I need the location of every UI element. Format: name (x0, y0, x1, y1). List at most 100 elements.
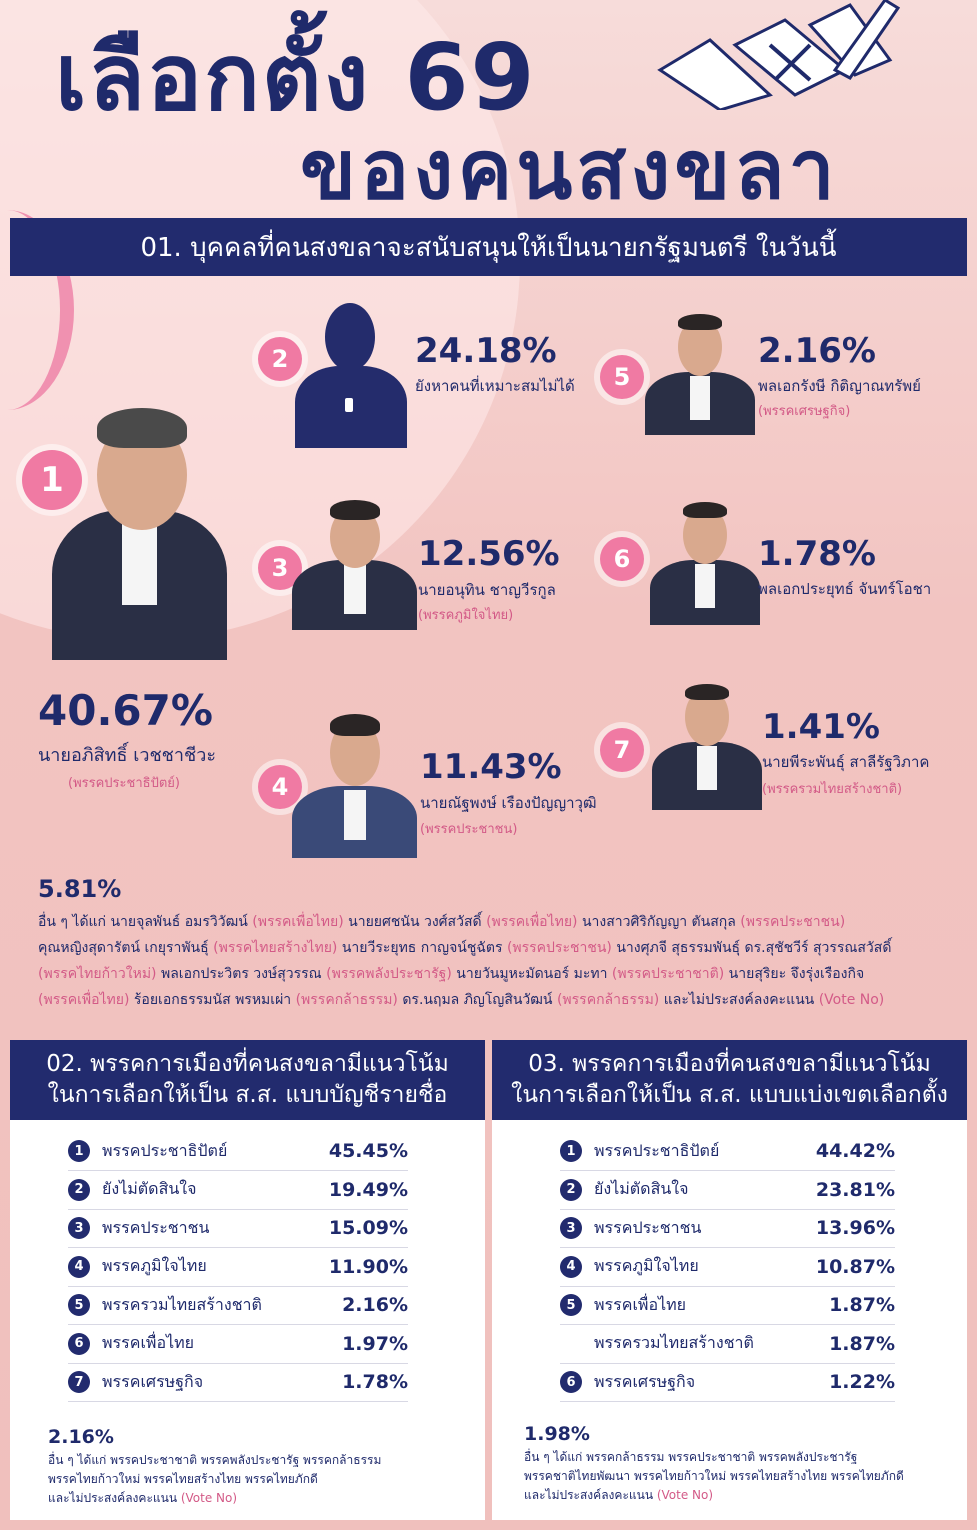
party-percent: 1.78% (342, 1371, 408, 1393)
party-label: พรรคประชาชน (594, 1217, 702, 1237)
candidate-1-name: นายอภิสิทธิ์ เวชชาชีวะ (38, 745, 216, 766)
candidate-5-party: (พรรคเศรษฐกิจ) (758, 404, 851, 419)
party-label: พรรคประชาชน (102, 1217, 210, 1237)
rank-number-badge: 1 (68, 1140, 90, 1162)
section2-heading-line1: 02. พรรคการเมืองที่คนสงขลามีแนวโน้ม (46, 1050, 449, 1077)
others-name: ร้อยเอกธรรมนัส พรหมเผ่า (129, 992, 296, 1008)
list-item: 5 พรรคเพื่อไทย 1.87% (560, 1286, 895, 1325)
section3-others: 1.98% อื่น ๆ ได้แก่ พรรคกล้าธรรม พรรคประ… (524, 1425, 964, 1505)
rank-number-badge: 5 (68, 1294, 90, 1316)
others-line: (พรรคเพื่อไทย) ร้อยเอกธรรมนัส พรหมเผ่า (… (38, 987, 943, 1013)
others-name: นายยศชนัน วงศ์สวัสดิ์ (343, 914, 487, 930)
others-text: อื่น ๆ ได้แก่ นายจุลพันธ์ อมรวิวัฒน์ (พร… (38, 909, 943, 1013)
others-party: (พรรคประชาชน) (740, 914, 846, 930)
party-label: พรรคประชาธิปัตย์ (594, 1140, 720, 1160)
party-label: พรรคเพื่อไทย (594, 1294, 687, 1314)
candidate-4-percent: 11.43% (420, 747, 562, 787)
others-name: นายสุริยะ จึงรุ่งเรืองกิจ (724, 966, 865, 982)
others-name: นางสาวศิริกัญญา ตันสกุล (577, 914, 741, 930)
section3-heading: 03. พรรคการเมืองที่คนสงขลามีแนวโน้ม ในกา… (492, 1040, 967, 1120)
party-label: พรรคเศรษฐกิจ (594, 1371, 696, 1391)
party-label: ยังไม่ตัดสินใจ (102, 1179, 197, 1198)
section2-others-line3: และไม่ประสงค์ลงคะแนน (Vote No) (48, 1489, 478, 1508)
party-percent: 23.81% (815, 1178, 895, 1201)
list-item: 6 พรรคเพื่อไทย 1.97% (68, 1325, 408, 1364)
party-percent: 45.45% (328, 1140, 408, 1162)
others-name: ดร.นฤมล ภิญโญสินวัฒน์ (397, 992, 557, 1008)
rank-number-badge: 3 (68, 1217, 90, 1239)
candidate-1-photo (42, 390, 232, 660)
rank-number-badge: 6 (560, 1371, 582, 1393)
section3-others-line2: พรรคชาติไทยพัฒนา พรรคไทยก้าวใหม่ พรรคไทย… (524, 1469, 904, 1483)
section2-others: 2.16% อื่น ๆ ได้แก่ พรรคประชาชาติ พรรคพล… (48, 1428, 478, 1508)
party-label: ยังไม่ตัดสินใจ (594, 1179, 689, 1198)
rank-number-badge: 2 (68, 1178, 90, 1201)
party-label: พรรคประชาธิปัตย์ (102, 1140, 228, 1160)
party-percent: 19.49% (328, 1178, 408, 1201)
section2-panel: 02. พรรคการเมืองที่คนสงขลามีแนวโน้ม ในกา… (10, 1040, 485, 1520)
others-party: (Vote No) (818, 992, 885, 1008)
others-party: (พรรคเพื่อไทย) (486, 914, 578, 930)
others-name: นายวีระยุทธ กาญจน์ชูฉัตร (337, 940, 507, 956)
candidate-4-party: (พรรคประชาชน) (420, 822, 518, 837)
section2-heading-line2: ในการเลือกให้เป็น ส.ส. แบบบัญชีรายชื่อ (47, 1082, 448, 1108)
section3-others-line3: และไม่ประสงค์ลงคะแนน (Vote No) (524, 1486, 964, 1505)
candidate-6-percent: 1.78% (758, 534, 876, 574)
list-item: พรรครวมไทยสร้างชาติ 1.87% (560, 1325, 895, 1364)
candidate-2-silhouette (290, 298, 410, 448)
section2-others-line2: พรรคไทยก้าวใหม่ พรรคไทยสร้างไทย พรรคไทยภ… (48, 1472, 318, 1486)
others-name: นางศุภจี สุธรรมพันธุ์ ดร.สุชัชวีร์ สุวรร… (611, 940, 892, 956)
rank-number-badge: 2 (560, 1178, 582, 1201)
section2-vote-no: (Vote No) (180, 1491, 238, 1505)
rank-number-badge: 4 (560, 1255, 582, 1278)
others-name: พลเอกประวิตร วงษ์สุวรรณ (156, 966, 327, 982)
rank-number-badge: 3 (560, 1217, 582, 1239)
party-label: พรรครวมไทยสร้างชาติ (594, 1333, 754, 1352)
others-percent: 5.81% (38, 875, 122, 903)
section1-heading: 01. บุคคลที่คนสงขลาจะสนับสนุนให้เป็นนายก… (10, 218, 967, 276)
party-percent: 13.96% (815, 1217, 895, 1239)
section2-others-line3-text: และไม่ประสงค์ลงคะแนน (48, 1491, 181, 1505)
section2-others-percent: 2.16% (48, 1426, 114, 1448)
list-item: 2 ยังไม่ตัดสินใจ 19.49% (68, 1171, 408, 1210)
candidate-1-party: (พรรคประชาธิปัตย์) (68, 776, 180, 791)
others-name: คุณหญิงสุดารัตน์ เกยุราพันธุ์ (38, 940, 214, 956)
others-name: และไม่ประสงค์ลงคะแนน (659, 992, 819, 1008)
candidate-5-photo (645, 310, 755, 435)
party-percent: 1.22% (829, 1371, 895, 1393)
rank-number-badge: 6 (68, 1332, 90, 1355)
others-party: (พรรคไทยก้าวใหม่) (38, 966, 157, 982)
party-percent: 44.42% (815, 1140, 895, 1162)
candidate-3-name: นายอนุทิน ชาญวีรกูล (418, 581, 556, 599)
candidate-5-name: พลเอกรังษี กิติญาณทรัพย์ (758, 377, 921, 395)
title-line-2: ของคนสงขลา (300, 123, 839, 218)
list-item: 2 ยังไม่ตัดสินใจ 23.81% (560, 1171, 895, 1210)
rank-badge-7: 7 (600, 728, 644, 772)
list-item: 7 พรรคเศรษฐกิจ 1.78% (68, 1363, 408, 1402)
candidate-3-photo (292, 500, 417, 630)
rank-badge-5: 5 (600, 355, 644, 399)
section3-others-percent: 1.98% (524, 1423, 590, 1445)
section2-heading: 02. พรรคการเมืองที่คนสงขลามีแนวโน้ม ในกา… (10, 1040, 485, 1120)
section3-heading-line2: ในการเลือกให้เป็น ส.ส. แบบแบ่งเขตเลือกตั… (511, 1082, 948, 1108)
candidate-1-percent: 40.67% (38, 686, 213, 735)
candidate-7-percent: 1.41% (762, 707, 880, 747)
list-item: 3 พรรคประชาชน 13.96% (560, 1209, 895, 1248)
rank-number-badge: 4 (68, 1255, 90, 1278)
list-item: 1 พรรคประชาธิปัตย์ 44.42% (560, 1132, 895, 1171)
candidate-7-party: (พรรครวมไทยสร้างชาติ) (762, 782, 903, 797)
candidate-6-name: พลเอกประยุทธ์ จันทร์โอชา (758, 580, 932, 598)
list-item: 5 พรรครวมไทยสร้างชาติ 2.16% (68, 1286, 408, 1325)
others-name: อื่น ๆ ได้แก่ นายจุลพันธ์ อมรวิวัฒน์ (38, 914, 253, 930)
list-item: 4 พรรคภูมิใจไทย 10.87% (560, 1248, 895, 1287)
candidate-2-name: ยังหาคนที่เหมาะสมไม่ได้ (415, 377, 575, 395)
candidate-3-percent: 12.56% (418, 534, 560, 574)
others-party: (พรรคประชาชาติ) (611, 966, 725, 982)
section3-others-line3-text: และไม่ประสงค์ลงคะแนน (524, 1488, 657, 1502)
rank-number-badge: 1 (560, 1140, 582, 1162)
rank-badge-6: 6 (600, 537, 644, 581)
list-item: 4 พรรคภูมิใจไทย 11.90% (68, 1248, 408, 1287)
party-label: พรรคภูมิใจไทย (594, 1256, 699, 1275)
section2-others-line1: อื่น ๆ ได้แก่ พรรคประชาชาติ พรรคพลังประช… (48, 1453, 382, 1467)
